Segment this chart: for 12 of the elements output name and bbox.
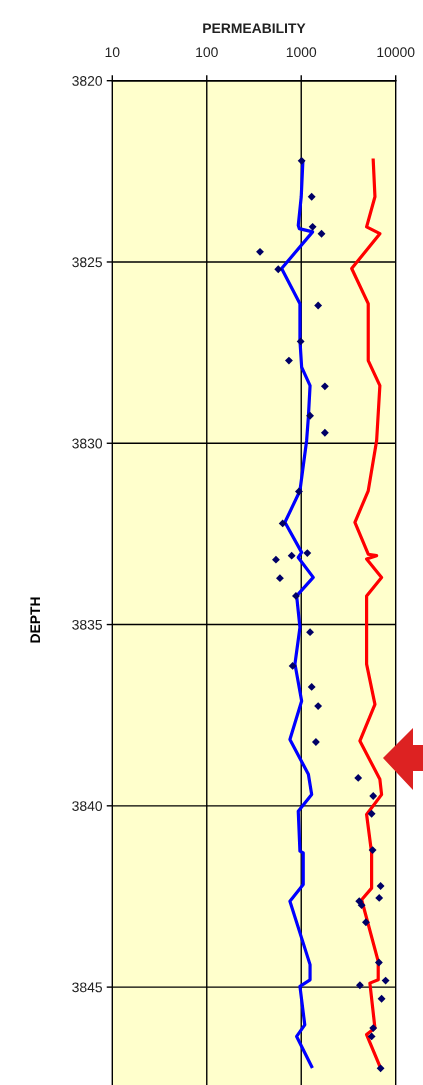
y-tick-label: 3830 — [72, 438, 103, 449]
x-tick-label: 10 — [105, 47, 120, 58]
y-tick-label: 3845 — [72, 982, 102, 993]
x-axis-title: PERMEABILITY — [203, 23, 306, 34]
x-tick-label: 10000 — [377, 47, 415, 58]
y-tick-label: 3840 — [72, 801, 103, 811]
y-tick-label: 3825 — [72, 257, 102, 268]
x-tick-label: 1000 — [286, 47, 317, 58]
x-tick-label: 100 — [196, 47, 218, 58]
y-axis-title: DEPTH — [30, 597, 40, 643]
y-tick-label: 3835 — [72, 619, 102, 630]
y-tick-label: 3820 — [72, 76, 103, 86]
